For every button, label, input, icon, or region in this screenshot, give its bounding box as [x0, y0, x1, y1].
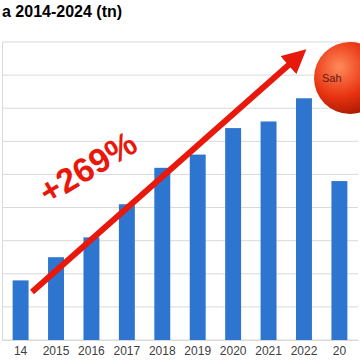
y-axis: [2, 43, 4, 341]
tomato-label: Sah: [322, 72, 342, 84]
chart: 14 2015 2016 2017 2018 2019 2020 2021 2022 20 a 20…: [0, 0, 360, 360]
grid-line: [2, 75, 358, 76]
x-tick-label: 2018: [149, 344, 176, 358]
x-tick-label: 2016: [78, 344, 105, 358]
bar: [119, 204, 135, 340]
bar: [154, 168, 170, 340]
x-tick: 2020: [220, 340, 247, 358]
x-tick-label: 14: [14, 344, 28, 358]
x-tick: 2018: [149, 340, 176, 358]
bars: [13, 98, 348, 340]
x-tick-label: 2019: [184, 344, 211, 358]
bar: [225, 128, 241, 340]
bar: [13, 280, 29, 340]
grid: [2, 42, 358, 340]
bar: [331, 181, 347, 340]
title: a 2014-2024 (tn): [2, 3, 122, 20]
x-tick: 2017: [114, 340, 141, 358]
x-tick-label: 2015: [43, 344, 70, 358]
grid-line: [2, 42, 358, 43]
tomato: [314, 42, 360, 114]
x-tick-label: 2022: [291, 344, 318, 358]
x-tick: 20: [333, 340, 347, 358]
x-tick: 2015: [43, 340, 70, 358]
x-tick: 2019: [184, 340, 211, 358]
x-tick: 2021: [255, 340, 282, 358]
trend-arrow: [32, 62, 292, 292]
annotation: +269%: [32, 123, 143, 211]
x-axis-line: [3, 340, 359, 341]
bar: [190, 155, 206, 340]
x-tick-label: 2020: [220, 344, 247, 358]
x-tick: 2022: [291, 340, 318, 358]
x-axis: 14 2015 2016 2017 2018 2019 2020 2021 2022 20: [3, 340, 359, 358]
bar: [296, 98, 312, 340]
bar: [83, 237, 99, 340]
x-tick-label: 20: [333, 344, 347, 358]
y-axis-line: [2, 43, 3, 341]
x-tick-label: 2021: [255, 344, 282, 358]
x-tick-label: 2017: [114, 344, 141, 358]
x-tick: 14: [14, 340, 28, 358]
bar: [261, 121, 277, 340]
x-tick: 2016: [78, 340, 105, 358]
